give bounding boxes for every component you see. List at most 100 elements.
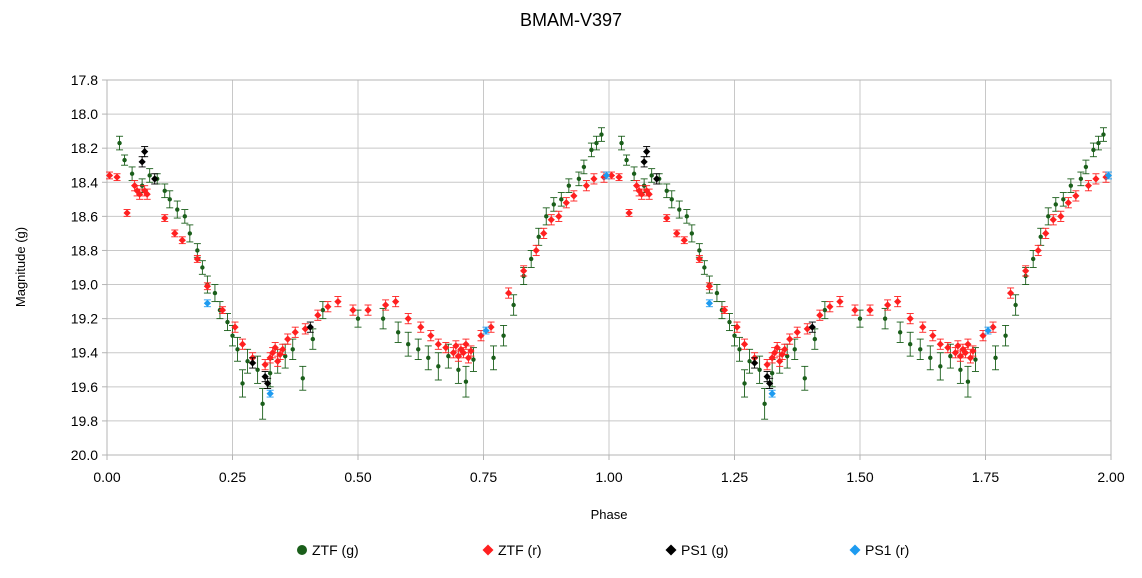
data-point	[720, 306, 729, 314]
data-point	[392, 297, 400, 306]
y-axis-title: Magnitude (g)	[13, 227, 28, 307]
legend-item: ZTF (g)	[297, 542, 359, 558]
data-point	[757, 367, 762, 372]
data-point	[452, 342, 460, 350]
data-point	[1061, 197, 1066, 202]
y-tick-label: 18.2	[71, 140, 98, 156]
data-point	[255, 367, 260, 372]
data-point	[230, 333, 235, 338]
data-point	[773, 344, 781, 352]
data-point	[551, 202, 556, 207]
data-point	[969, 347, 977, 355]
data-point	[669, 197, 674, 202]
y-tick-label: 20.0	[71, 447, 98, 463]
data-point	[1057, 212, 1065, 220]
data-point	[624, 157, 629, 163]
data-point	[1038, 234, 1043, 240]
x-tick-label: 1.75	[972, 469, 999, 485]
legend-marker	[665, 544, 677, 556]
data-point	[404, 315, 412, 323]
data-point	[740, 340, 749, 348]
data-point	[562, 199, 570, 207]
data-point	[501, 333, 506, 338]
legend-marker	[297, 545, 307, 555]
data-point	[1034, 246, 1042, 255]
data-point	[301, 325, 309, 333]
x-axis-ticks: 0.00 0.25 0.50 0.75 1.00 1.25 1.50 1.75 2.00	[93, 455, 1125, 485]
y-tick-label: 18.4	[71, 174, 98, 190]
data-point	[615, 173, 623, 181]
data-points	[105, 127, 1113, 420]
data-point	[663, 214, 671, 222]
data-point	[599, 132, 604, 137]
y-tick-label: 18.0	[71, 106, 98, 122]
data-point	[193, 255, 201, 263]
data-point	[528, 256, 534, 262]
data-point	[747, 359, 752, 364]
data-point	[406, 342, 411, 347]
data-point	[808, 323, 816, 331]
x-tick-label: 0.25	[219, 469, 246, 485]
data-point	[695, 255, 703, 263]
data-point	[1083, 164, 1089, 170]
data-point	[178, 236, 186, 244]
data-point	[640, 158, 648, 166]
data-point	[123, 209, 131, 217]
data-point	[235, 347, 240, 352]
data-point	[225, 319, 230, 325]
y-tick-label: 19.4	[71, 345, 98, 361]
data-point	[105, 171, 114, 180]
data-point	[117, 140, 122, 146]
data-point	[984, 326, 992, 335]
data-point	[786, 335, 794, 343]
data-point	[162, 188, 167, 193]
data-point	[284, 335, 292, 343]
data-point	[511, 302, 516, 308]
data-point	[673, 229, 681, 238]
data-point	[1102, 173, 1110, 181]
legend-item: ZTF (r)	[482, 542, 542, 558]
data-point	[762, 401, 767, 407]
data-point	[928, 355, 933, 361]
y-axis-ticks: 17.8 18.0 18.2 18.4 18.6 18.8 19.0 19.2 19.4 19.6…	[71, 72, 107, 463]
data-point	[1030, 256, 1036, 262]
data-point	[822, 307, 828, 313]
data-point	[948, 353, 953, 359]
data-point	[260, 401, 265, 407]
data-point	[714, 290, 720, 296]
data-point	[973, 357, 978, 362]
data-point	[314, 311, 322, 319]
data-point	[812, 336, 818, 342]
data-point	[993, 355, 998, 361]
data-point	[989, 323, 997, 331]
data-point	[607, 171, 616, 180]
data-point	[763, 361, 771, 369]
data-point	[857, 316, 863, 321]
data-point	[434, 340, 442, 348]
x-axis-title: Phase	[591, 507, 628, 522]
data-point	[576, 176, 582, 182]
data-point	[195, 248, 200, 253]
data-point	[944, 344, 952, 352]
data-point	[161, 214, 169, 222]
data-point	[802, 376, 807, 381]
data-point	[643, 147, 651, 156]
data-point	[203, 282, 211, 290]
plot-area-border	[106, 79, 1112, 456]
legend-label: PS1 (g)	[681, 542, 728, 558]
data-point	[463, 379, 469, 384]
data-point	[965, 379, 971, 384]
data-point	[300, 376, 305, 381]
data-point	[954, 342, 962, 350]
data-point	[505, 289, 513, 297]
data-point	[631, 171, 637, 176]
data-point	[697, 248, 702, 253]
data-point	[267, 370, 273, 376]
data-point	[1104, 171, 1113, 180]
data-point	[141, 147, 149, 156]
data-point	[742, 381, 747, 386]
data-point	[689, 231, 695, 236]
data-point	[248, 359, 257, 367]
y-tick-label: 19.2	[71, 311, 98, 327]
